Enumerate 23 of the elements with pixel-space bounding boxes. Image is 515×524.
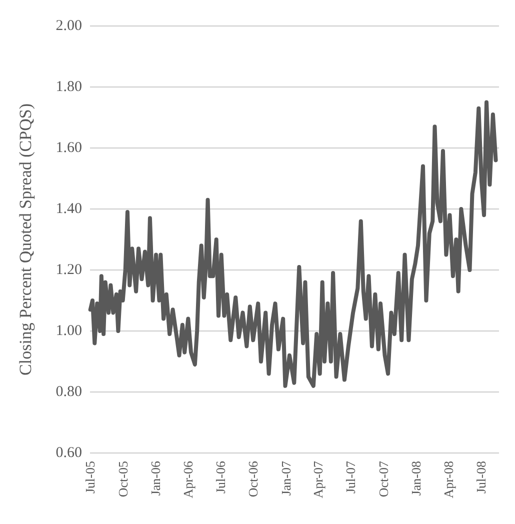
y-tick-label: 0.60 [56, 445, 82, 461]
y-tick-label: 1.80 [56, 79, 82, 95]
y-tick-label: 1.20 [56, 262, 82, 278]
y-tick-label: 1.40 [56, 201, 82, 217]
x-tick-label: Oct-07 [376, 460, 391, 498]
y-tick-label: 0.80 [56, 384, 82, 400]
x-tick-label: Apr-06 [180, 460, 196, 498]
x-tick-label: Jul-07 [343, 460, 358, 494]
x-tick-label: Jul-05 [82, 461, 98, 494]
x-tick-label: Apr-07 [310, 460, 326, 498]
x-tick-label: Oct-06 [246, 460, 261, 498]
y-tick-label: 2.00 [56, 18, 82, 34]
x-tick-label: Jan-07 [278, 460, 294, 496]
x-tick-label: Jul-06 [212, 460, 228, 494]
y-tick-label: 1.00 [56, 323, 82, 339]
x-tick-label: Jan-08 [408, 461, 424, 496]
x-tick-label: Jul-08 [474, 461, 489, 494]
x-tick-label: Jan-06 [148, 460, 164, 496]
x-tick-label: Apr-08 [441, 461, 456, 498]
y-axis-title: Closing Percent Quoted Spread (CPQS) [16, 104, 35, 376]
line-series [88, 100, 498, 388]
y-tick-label: 1.60 [56, 140, 82, 156]
x-tick-label: Oct-05 [115, 461, 130, 498]
